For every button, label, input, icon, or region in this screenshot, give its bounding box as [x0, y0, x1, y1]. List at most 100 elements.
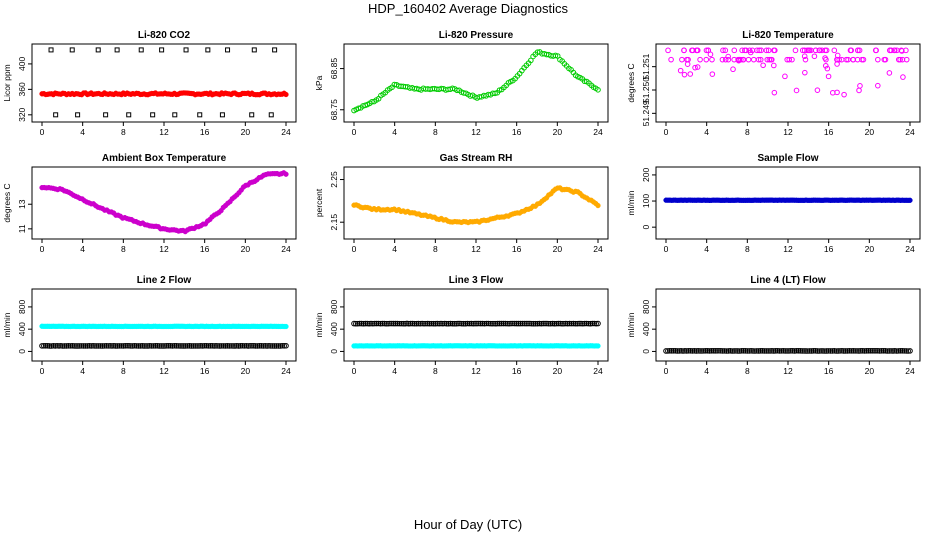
- series-line2-high: [39, 323, 289, 330]
- data-point: [768, 56, 774, 63]
- y-tick-label: 800: [17, 300, 27, 314]
- data-point: [75, 343, 81, 349]
- x-tick-label: 24: [281, 127, 291, 137]
- data-point: [666, 348, 673, 354]
- data-point: [842, 348, 849, 354]
- data-point: [436, 320, 442, 327]
- data-point: [730, 66, 736, 73]
- data-point: [840, 348, 847, 354]
- data-point: [835, 348, 841, 354]
- data-point: [216, 343, 223, 349]
- x-tick-label: 8: [745, 127, 750, 137]
- data-point: [589, 320, 596, 327]
- data-point: [583, 320, 590, 327]
- panel-title: Li-820 Pressure: [439, 30, 514, 41]
- data-point: [424, 320, 431, 327]
- data-point: [701, 348, 707, 354]
- data-point: [833, 348, 840, 354]
- data-point: [816, 348, 823, 354]
- data-point: [394, 320, 401, 327]
- data-point: [415, 320, 422, 327]
- data-point: [831, 47, 838, 54]
- data-point: [423, 320, 429, 327]
- data-point: [252, 343, 259, 349]
- data-point: [834, 56, 840, 63]
- data-point: [472, 320, 478, 327]
- data-point: [721, 348, 728, 354]
- data-point: [723, 348, 730, 354]
- data-point: [67, 343, 74, 349]
- data-point: [494, 320, 501, 327]
- data-point: [428, 320, 435, 327]
- x-tick-label: 20: [865, 366, 875, 376]
- data-point: [557, 320, 563, 327]
- y-axis-label: ml/min: [314, 312, 324, 337]
- data-point: [718, 348, 724, 354]
- data-point: [175, 343, 181, 349]
- data-point: [735, 56, 741, 63]
- data-point: [677, 67, 684, 74]
- data-point: [247, 343, 253, 349]
- x-tick-label: 0: [352, 127, 357, 137]
- x-tick-label: 24: [593, 366, 603, 376]
- data-point: [383, 320, 389, 327]
- y-tick-label: 320: [17, 107, 27, 121]
- data-point: [392, 320, 399, 327]
- data-point: [498, 320, 505, 327]
- data-point: [211, 343, 217, 349]
- data-point: [228, 343, 234, 349]
- data-point: [738, 348, 745, 354]
- data-point: [729, 348, 736, 354]
- panel-title: Line 3 Flow: [449, 275, 504, 286]
- y-tick-label: 2.15: [329, 214, 339, 231]
- data-point: [709, 56, 715, 63]
- panel-title: Li-820 Temperature: [742, 30, 834, 41]
- data-point: [517, 320, 524, 327]
- data-point: [56, 343, 62, 349]
- data-point: [156, 343, 163, 349]
- data-point: [207, 343, 214, 349]
- data-point: [580, 320, 586, 327]
- data-point: [672, 347, 679, 354]
- data-point: [756, 47, 763, 54]
- data-point: [547, 320, 554, 327]
- data-point: [241, 343, 248, 349]
- y-axis-label: Licor ppm: [2, 64, 12, 101]
- data-point: [823, 56, 829, 63]
- data-point: [848, 348, 855, 354]
- data-point: [409, 320, 416, 327]
- x-tick-label: 24: [905, 244, 915, 254]
- data-point: [154, 342, 161, 349]
- data-point: [750, 348, 756, 354]
- data-point: [152, 343, 159, 349]
- data-point: [137, 343, 144, 349]
- data-point: [689, 348, 696, 354]
- data-point: [251, 47, 257, 53]
- data-point: [764, 56, 771, 63]
- data-point: [131, 342, 138, 349]
- data-point: [201, 342, 208, 349]
- x-tick-label: 16: [512, 244, 522, 254]
- y-axis-label: kPa: [314, 75, 324, 90]
- x-tick-label: 24: [593, 244, 603, 254]
- data-point: [438, 320, 444, 327]
- data-point: [504, 320, 511, 327]
- data-point: [454, 87, 460, 94]
- data-point: [61, 343, 68, 349]
- data-point: [819, 47, 825, 54]
- data-point: [801, 53, 808, 60]
- data-point: [120, 343, 127, 349]
- data-point: [899, 348, 906, 354]
- data-point: [814, 348, 821, 354]
- y-tick-label: 400: [329, 322, 339, 336]
- data-point: [725, 56, 732, 63]
- y-tick-label: 11: [17, 224, 27, 233]
- data-point: [681, 47, 687, 54]
- data-point: [544, 320, 550, 327]
- data-point: [462, 320, 469, 327]
- data-point: [765, 47, 772, 54]
- data-point: [564, 320, 571, 327]
- x-tick-label: 12: [159, 244, 169, 254]
- data-point: [850, 56, 857, 63]
- data-point: [515, 320, 522, 327]
